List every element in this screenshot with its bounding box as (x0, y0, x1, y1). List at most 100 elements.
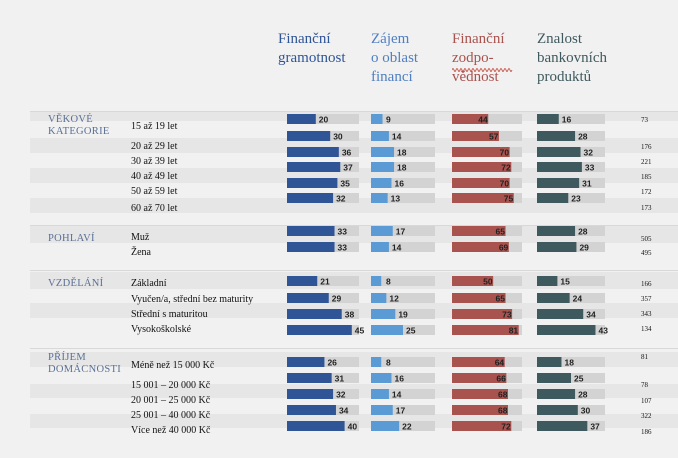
row-label: Střední s maturitou (131, 309, 208, 320)
row-label: Muž (131, 232, 150, 243)
bar-track (371, 276, 435, 286)
group-separator (30, 111, 678, 112)
sample-size: 186 (641, 428, 652, 436)
sample-size: 322 (641, 412, 652, 420)
bar (287, 405, 336, 415)
sample-size: 343 (641, 310, 652, 318)
row-label: 50 až 59 let (131, 186, 178, 197)
row-label: Vyučen/a, střední bez maturity (131, 294, 254, 305)
bar-value-label: 12 (389, 294, 399, 304)
bar-value-label: 36 (342, 148, 352, 158)
bar (371, 242, 389, 252)
bar-value-label: 14 (392, 243, 402, 253)
sample-size: 73 (641, 116, 648, 124)
row-label: 40 až 49 let (131, 171, 178, 182)
row-label: Žena (131, 247, 151, 258)
bar-track (537, 193, 605, 203)
row-label: Více než 40 000 Kč (131, 425, 211, 436)
bar-value-label: 32 (336, 194, 346, 204)
bar-value-label: 33 (338, 243, 348, 253)
row-label: 20 001 – 25 000 Kč (131, 395, 211, 406)
bar (287, 178, 338, 188)
bar-value-label: 25 (574, 374, 584, 384)
bar-value-label: 64 (495, 358, 505, 368)
bar-value-label: 72 (501, 163, 511, 173)
bar-track (537, 357, 605, 367)
bar (537, 276, 558, 286)
bar (452, 357, 505, 367)
bar-track (371, 309, 435, 319)
bar (371, 226, 393, 236)
row-label: 20 až 29 let (131, 141, 178, 152)
bar-value-label: 33 (585, 163, 595, 173)
bar-value-label: 73 (502, 310, 512, 320)
sample-size: 172 (641, 188, 652, 196)
bar-track (371, 114, 435, 124)
bar (371, 405, 393, 415)
bar-value-label: 14 (392, 132, 402, 142)
bar-value-label: 34 (586, 310, 596, 320)
bar-track (371, 162, 435, 172)
bar-value-label: 23 (571, 194, 581, 204)
bar (452, 162, 512, 172)
bar (537, 373, 571, 383)
sample-size: 357 (641, 295, 652, 303)
bar (452, 193, 514, 203)
bar (371, 373, 392, 383)
bar (452, 405, 508, 415)
bar-track (287, 276, 359, 286)
bar (537, 193, 569, 203)
sample-size: 107 (641, 397, 652, 405)
row-label: Vysokoškolské (131, 324, 192, 335)
bar (287, 193, 334, 203)
bar (452, 325, 519, 335)
bar-track (371, 242, 435, 252)
bar (287, 242, 335, 252)
row-label: 60 až 70 let (131, 203, 178, 214)
sample-size: 78 (641, 381, 648, 389)
bar-track (371, 193, 435, 203)
column-header: Finanční gramotnost (278, 31, 346, 66)
bar (371, 421, 400, 431)
bar (287, 325, 352, 335)
bar-value-label: 16 (562, 115, 572, 125)
bar-value-label: 68 (498, 406, 508, 416)
bar-value-label: 8 (386, 358, 391, 368)
group-separator (30, 225, 678, 226)
bar (287, 293, 329, 303)
bar-value-label: 50 (483, 277, 493, 287)
bar-value-label: 75 (504, 194, 514, 204)
bar-value-label: 70 (500, 179, 510, 189)
bar-value-label: 30 (333, 132, 343, 142)
group-separator (30, 270, 678, 271)
bar-value-label: 45 (355, 326, 365, 336)
bar (287, 373, 332, 383)
spellcheck-underline (452, 68, 513, 72)
bar-value-label: 34 (339, 406, 349, 416)
bar-track (371, 373, 435, 383)
bar (537, 293, 570, 303)
row-label: 25 001 – 40 000 Kč (131, 410, 211, 421)
bar-value-label: 40 (348, 422, 358, 432)
bar (537, 389, 576, 399)
sample-size: 176 (641, 143, 652, 151)
group-label: POHLAVÍ (48, 233, 95, 244)
bar (371, 162, 395, 172)
sample-size: 505 (641, 235, 652, 243)
bar-value-label: 9 (386, 115, 391, 125)
bar (452, 309, 513, 319)
bar-value-label: 72 (501, 422, 511, 432)
bar-value-label: 68 (498, 390, 508, 400)
bar-value-label: 57 (489, 132, 499, 142)
group-label: VZDĚLÁNÍ (48, 278, 104, 289)
bar (452, 373, 507, 383)
bar (537, 226, 576, 236)
bar-value-label: 30 (581, 406, 591, 416)
bar-value-label: 44 (478, 115, 488, 125)
bar-value-label: 20 (319, 115, 329, 125)
bar-value-label: 38 (345, 310, 355, 320)
bar-track (371, 147, 435, 157)
bar (371, 389, 389, 399)
